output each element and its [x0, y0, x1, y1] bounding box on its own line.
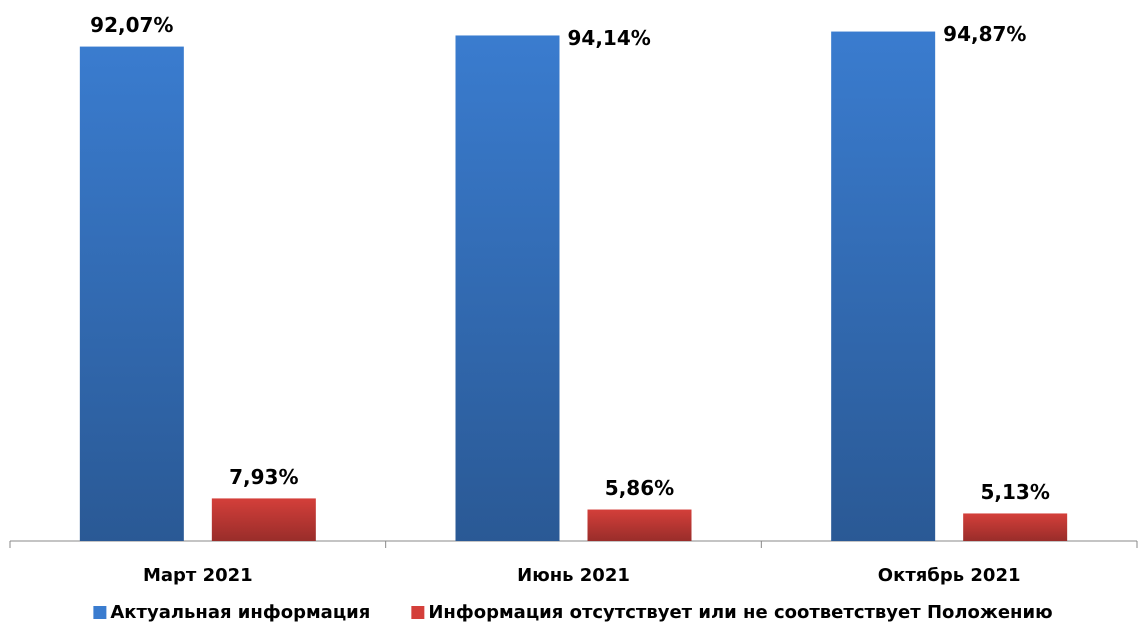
legend-swatch: [93, 606, 107, 619]
bar: [587, 509, 692, 541]
bar: [211, 498, 316, 541]
x-tick-label: Октябрь 2021: [878, 565, 1021, 586]
x-tick-label: Июнь 2021: [517, 565, 630, 586]
bar: [455, 35, 560, 541]
bar: [79, 46, 184, 541]
legend-label: Актуальная информация: [110, 602, 370, 623]
value-label: 92,07%: [90, 13, 173, 37]
value-label: 94,87%: [943, 22, 1026, 46]
x-tick-label: Март 2021: [143, 565, 253, 586]
bar: [831, 31, 936, 542]
legend-swatch: [411, 606, 425, 619]
value-label: 5,86%: [605, 476, 674, 500]
bar: [963, 513, 1068, 541]
value-label: 94,14%: [568, 26, 651, 50]
legend-label: Информация отсутствует или не соответств…: [428, 602, 1052, 623]
value-label: 5,13%: [980, 480, 1049, 504]
legend: Актуальная информация Информация отсутств…: [93, 602, 1053, 623]
value-label: 7,93%: [229, 465, 298, 489]
